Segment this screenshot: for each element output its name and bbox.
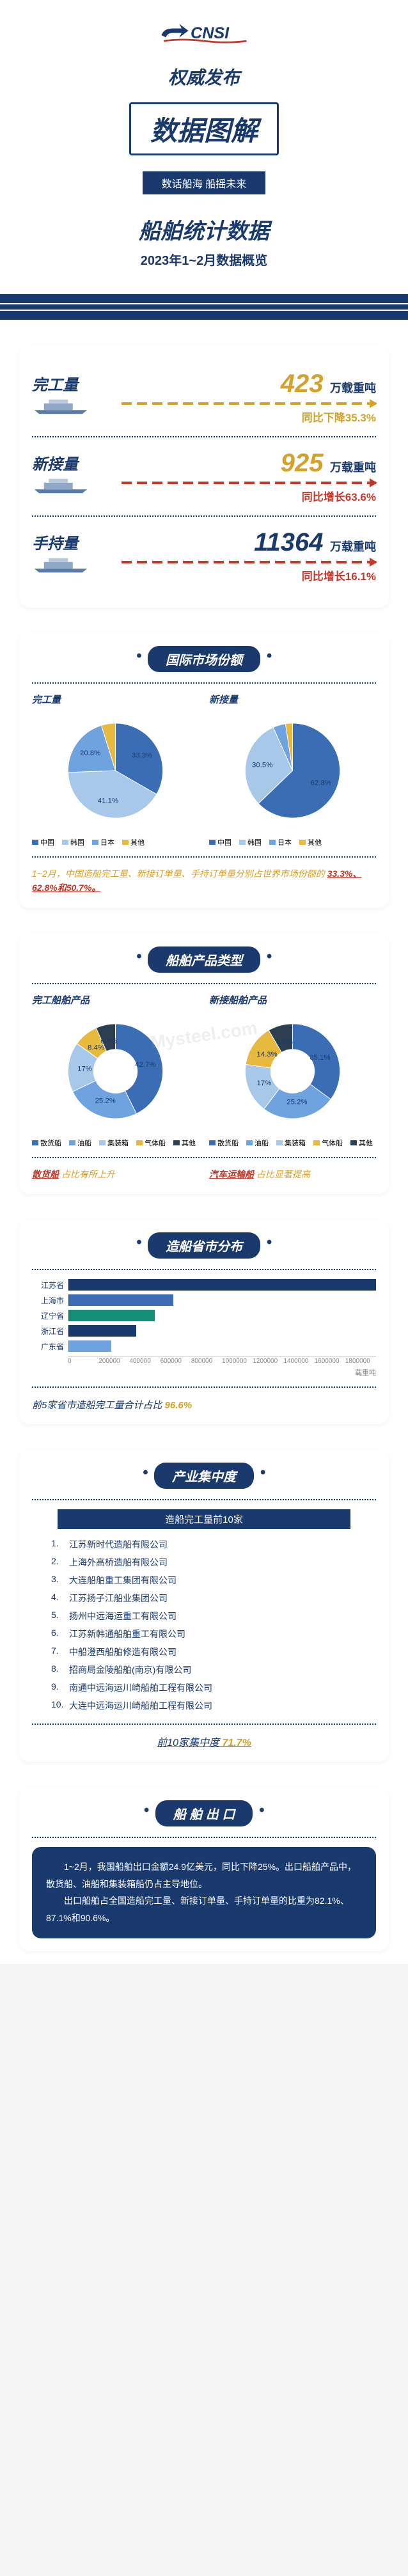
main-title: 数据图解 xyxy=(150,109,258,148)
header: CNSI 权威发布 数据图解 数话船海 船摇未来 船舶统计数据 2023年1~2… xyxy=(0,0,408,281)
province-bar-row: 上海市 xyxy=(32,1294,376,1306)
metric-change: 同比增长63.6% xyxy=(122,488,376,504)
section-title: 国际市场份额 xyxy=(148,646,260,672)
svg-text:6.7%: 6.7% xyxy=(100,1037,117,1045)
section-title: 船舶产品类型 xyxy=(148,946,260,973)
svg-text:30.5%: 30.5% xyxy=(252,762,272,769)
subtitle-period: 2023年1~2月数据概览 xyxy=(13,250,395,269)
product-type-footnote: 散货船 占比有所上升 汽车运输船 占比显著提高 xyxy=(32,1167,376,1181)
svg-text:CNSI: CNSI xyxy=(191,24,230,42)
concentration-card: 产业集中度 造船完工量前10家 1.江苏新时代造船有限公司2.上海外高桥造船有限… xyxy=(19,1450,389,1762)
province-bars: 江苏省上海市辽宁省浙江省广东省0200000400000600000800000… xyxy=(32,1279,376,1378)
title-box: 数据图解 xyxy=(129,102,279,155)
rank-item: 8.招商局金陵船舶(南京)有限公司 xyxy=(51,1661,357,1679)
export-textbox: 1~2月，我国船舶出口金额24.9亿美元，同比下降25%。出口船舶产品中，散货船… xyxy=(32,1847,376,1938)
svg-text:8.4%: 8.4% xyxy=(276,1038,293,1046)
slogan: 数话船海 船摇未来 xyxy=(143,171,265,194)
product-type-section: 船舶产品类型 完工船舶产品 42.7%25.2%17%8.4%6.7% 散货船油… xyxy=(0,921,408,1207)
ship-icon xyxy=(32,556,90,575)
concentration-section: 产业集中度 造船完工量前10家 1.江苏新时代造船有限公司2.上海外高桥造船有限… xyxy=(0,1437,408,1775)
product-type-card: 船舶产品类型 完工船舶产品 42.7%25.2%17%8.4%6.7% 散货船油… xyxy=(19,934,389,1194)
province-bar-row: 浙江省 xyxy=(32,1325,376,1337)
logo-svg: CNSI xyxy=(159,19,249,51)
market-share-card: 国际市场份额 完工量 33.3%41.1%20.8% 中国韩国日本其他 新接量 … xyxy=(19,633,389,908)
rank-item: 10.大连中远海运川崎船舶工程有限公司 xyxy=(51,1697,357,1715)
logo: CNSI xyxy=(13,19,395,51)
pie-completed-products: 完工船舶产品 42.7%25.2%17%8.4%6.7% 散货船油船集装箱气体船… xyxy=(32,993,199,1148)
svg-text:35.1%: 35.1% xyxy=(310,1054,330,1062)
metric-change: 同比下降35.3% xyxy=(122,409,376,425)
metric-value: 11364 xyxy=(254,528,323,556)
metric-change: 同比增长16.1% xyxy=(122,567,376,583)
rank-item: 5.扬州中远海运重工有限公司 xyxy=(51,1607,357,1625)
pie-neworders: 新接量 62.8%30.5% 中国韩国日本其他 xyxy=(209,693,376,847)
svg-text:25.2%: 25.2% xyxy=(95,1097,116,1104)
metric-row: 手持量 11364 万载重吨 同比增长16.1% xyxy=(32,528,376,583)
arrow-icon xyxy=(122,561,376,563)
svg-text:25.2%: 25.2% xyxy=(286,1098,307,1106)
province-card: 造船省市分布 江苏省上海市辽宁省浙江省广东省020000040000060000… xyxy=(19,1220,389,1424)
market-share-section: 国际市场份额 完工量 33.3%41.1%20.8% 中国韩国日本其他 新接量 … xyxy=(0,620,408,921)
metric-row: 新接量 925 万载重吨 同比增长63.6% xyxy=(32,449,376,504)
metric-label: 手持量 xyxy=(32,531,122,553)
ship-icon xyxy=(32,476,90,496)
section-title: 船 舶 出 口 xyxy=(155,1800,253,1826)
svg-text:33.3%: 33.3% xyxy=(132,752,152,760)
section-title: 产业集中度 xyxy=(154,1463,254,1489)
rank-footnote: 前10家集中度 71.7% xyxy=(32,1734,376,1749)
export-section: 船 舶 出 口 1~2月，我国船舶出口金额24.9亿美元，同比下降25%。出口船… xyxy=(0,1775,408,1963)
metric-row: 完工量 423 万载重吨 同比下降35.3% xyxy=(32,370,376,425)
metric-unit: 万载重吨 xyxy=(330,540,376,553)
arrow-icon xyxy=(122,482,376,484)
metric-unit: 万载重吨 xyxy=(330,461,376,474)
svg-text:20.8%: 20.8% xyxy=(80,750,100,757)
market-share-note: 1~2月，中国造船完工量、新接订单量、手持订单量分别占世界市场份额的 33.3%… xyxy=(32,867,376,895)
province-bar-row: 江苏省 xyxy=(32,1279,376,1291)
province-note: 前5家省市造船完工量合计占比 96.6% xyxy=(32,1398,376,1411)
arrow-icon xyxy=(122,402,376,405)
section-title: 造船省市分布 xyxy=(148,1232,260,1259)
pie-completed: 完工量 33.3%41.1%20.8% 中国韩国日本其他 xyxy=(32,693,199,847)
metric-value: 925 xyxy=(281,449,324,477)
subtitle-authority: 权威发布 xyxy=(13,64,395,90)
svg-text:14.3%: 14.3% xyxy=(256,1051,277,1058)
metric-label: 完工量 xyxy=(32,372,122,395)
rank-item: 2.上海外高桥造船有限公司 xyxy=(51,1553,357,1571)
metrics-card: 完工量 423 万载重吨 同比下降35.3% 新接量 925 万载重吨 xyxy=(19,345,389,608)
rank-item: 3.大连船舶重工集团有限公司 xyxy=(51,1571,357,1589)
metric-value: 423 xyxy=(281,370,324,398)
province-bar-row: 辽宁省 xyxy=(32,1310,376,1321)
rank-item: 7.中船澄西船舶修造有限公司 xyxy=(51,1643,357,1661)
rank-item: 6.江苏新韩通船舶重工有限公司 xyxy=(51,1625,357,1643)
province-bar-row: 广东省 xyxy=(32,1340,376,1352)
rank-item: 1.江苏新时代造船有限公司 xyxy=(51,1535,357,1553)
rank-item: 4.江苏扬子江船业集团公司 xyxy=(51,1589,357,1607)
svg-text:42.7%: 42.7% xyxy=(135,1061,155,1069)
svg-text:17%: 17% xyxy=(77,1065,92,1072)
divider-strip xyxy=(0,294,408,320)
rank-list: 1.江苏新时代造船有限公司2.上海外高桥造船有限公司3.大连船舶重工集团有限公司… xyxy=(32,1535,376,1715)
ship-icon xyxy=(32,397,90,416)
svg-text:62.8%: 62.8% xyxy=(311,780,331,787)
province-section: 造船省市分布 江苏省上海市辽宁省浙江省广东省020000040000060000… xyxy=(0,1207,408,1437)
svg-text:17%: 17% xyxy=(257,1080,272,1087)
svg-text:41.1%: 41.1% xyxy=(98,797,118,805)
pie-neworder-products: 新接船舶产品 35.1%25.2%17%14.3%8.4% 散货船油船集装箱气体… xyxy=(209,993,376,1148)
metric-unit: 万载重吨 xyxy=(330,382,376,395)
rank-header: 造船完工量前10家 xyxy=(58,1509,350,1529)
export-card: 船 舶 出 口 1~2月，我国船舶出口金额24.9亿美元，同比下降25%。出口船… xyxy=(19,1787,389,1951)
infographic-container: CNSI 权威发布 数据图解 数话船海 船摇未来 船舶统计数据 2023年1~2… xyxy=(0,0,408,1964)
metrics-section: 完工量 423 万载重吨 同比下降35.3% 新接量 925 万载重吨 xyxy=(0,333,408,620)
subtitle-stats: 船舶统计数据 xyxy=(13,214,395,245)
metric-label: 新接量 xyxy=(32,452,122,474)
rank-item: 9.南通中远海运川崎船舶工程有限公司 xyxy=(51,1679,357,1697)
